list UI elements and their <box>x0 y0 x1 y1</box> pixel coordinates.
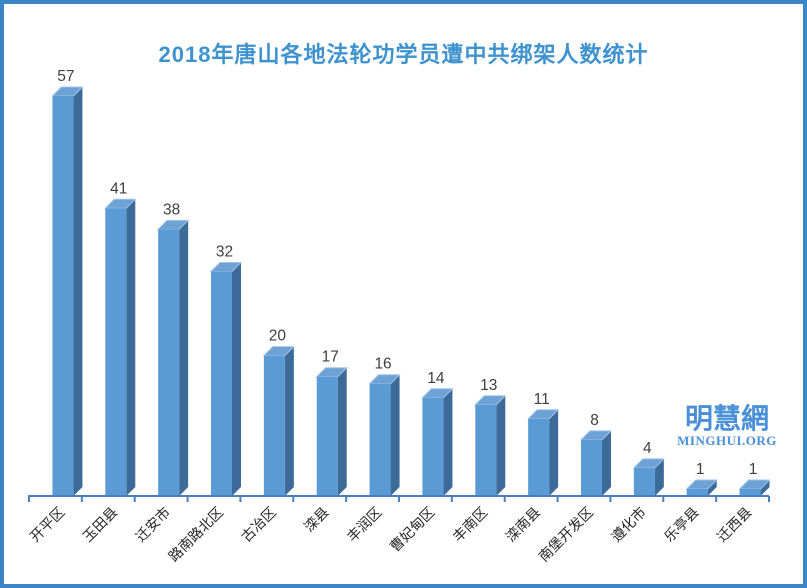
category-label: 滦县 <box>301 504 332 535</box>
category-label: 玉田县 <box>79 504 120 545</box>
category-label: 滦南县 <box>502 504 543 545</box>
bar-front-face <box>739 488 761 496</box>
value-label: 16 <box>374 356 391 373</box>
value-label: 11 <box>534 391 550 408</box>
category-label: 开平区 <box>27 504 68 545</box>
value-label: 1 <box>749 461 758 478</box>
category-label: 古冶区 <box>238 504 279 545</box>
value-label: 57 <box>57 68 74 85</box>
bar-side-face <box>654 458 664 496</box>
value-label: 20 <box>269 328 287 345</box>
bar-front-face <box>316 376 338 496</box>
category-label: 遵化市 <box>608 504 649 545</box>
value-label: 17 <box>322 349 339 366</box>
bar-side-face <box>602 430 611 496</box>
bar-side-face <box>760 479 770 496</box>
bar-front-face <box>263 355 285 496</box>
bar-chart: 57开平区41玉田县38迁安市32路南路北区20古冶区17滦县16丰润区14曹妃… <box>27 68 771 565</box>
bar-front-face <box>211 271 232 496</box>
bar-front-face <box>633 467 655 496</box>
bar-side-face <box>337 367 347 496</box>
value-label: 8 <box>590 412 599 429</box>
category-label: 丰南区 <box>449 504 490 545</box>
bar-side-face <box>707 479 717 496</box>
value-label: 1 <box>696 461 705 478</box>
bar-front-face <box>105 208 127 496</box>
bar-side-face <box>73 87 83 496</box>
category-label: 路南路北区 <box>165 504 226 565</box>
value-label: 32 <box>216 243 233 260</box>
bar-front-face <box>581 439 602 496</box>
value-label: 41 <box>110 180 127 197</box>
bar-front-face <box>528 418 550 496</box>
category-label: 丰润区 <box>344 504 385 545</box>
bar-side-face <box>549 409 559 496</box>
bar-front-face <box>475 404 497 496</box>
category-label: 曹妃甸区 <box>387 504 438 555</box>
category-label: 乐亭县 <box>661 504 702 545</box>
bar-side-face <box>232 262 241 496</box>
bar-side-face <box>443 388 453 496</box>
value-label: 13 <box>480 377 497 394</box>
category-label: 迁安市 <box>132 504 173 545</box>
bar-side-face <box>179 220 189 497</box>
value-label: 4 <box>643 440 652 457</box>
value-label: 38 <box>163 201 180 218</box>
category-label: 南堡开发区 <box>535 504 596 565</box>
bar-side-face <box>284 346 294 496</box>
bar-front-face <box>686 488 708 496</box>
bar-side-face <box>496 395 506 496</box>
bar-front-face <box>422 397 444 496</box>
bar-side-face <box>390 374 400 496</box>
chart-title: 2018年唐山各地法轮功学员遭中共绑架人数统计 <box>158 42 649 67</box>
bar-side-face <box>126 199 136 496</box>
bar-front-face <box>369 383 391 496</box>
bar-front-face <box>158 229 180 497</box>
value-label: 14 <box>427 370 445 387</box>
bar-front-face <box>52 96 74 496</box>
category-label: 迁西县 <box>714 504 755 545</box>
